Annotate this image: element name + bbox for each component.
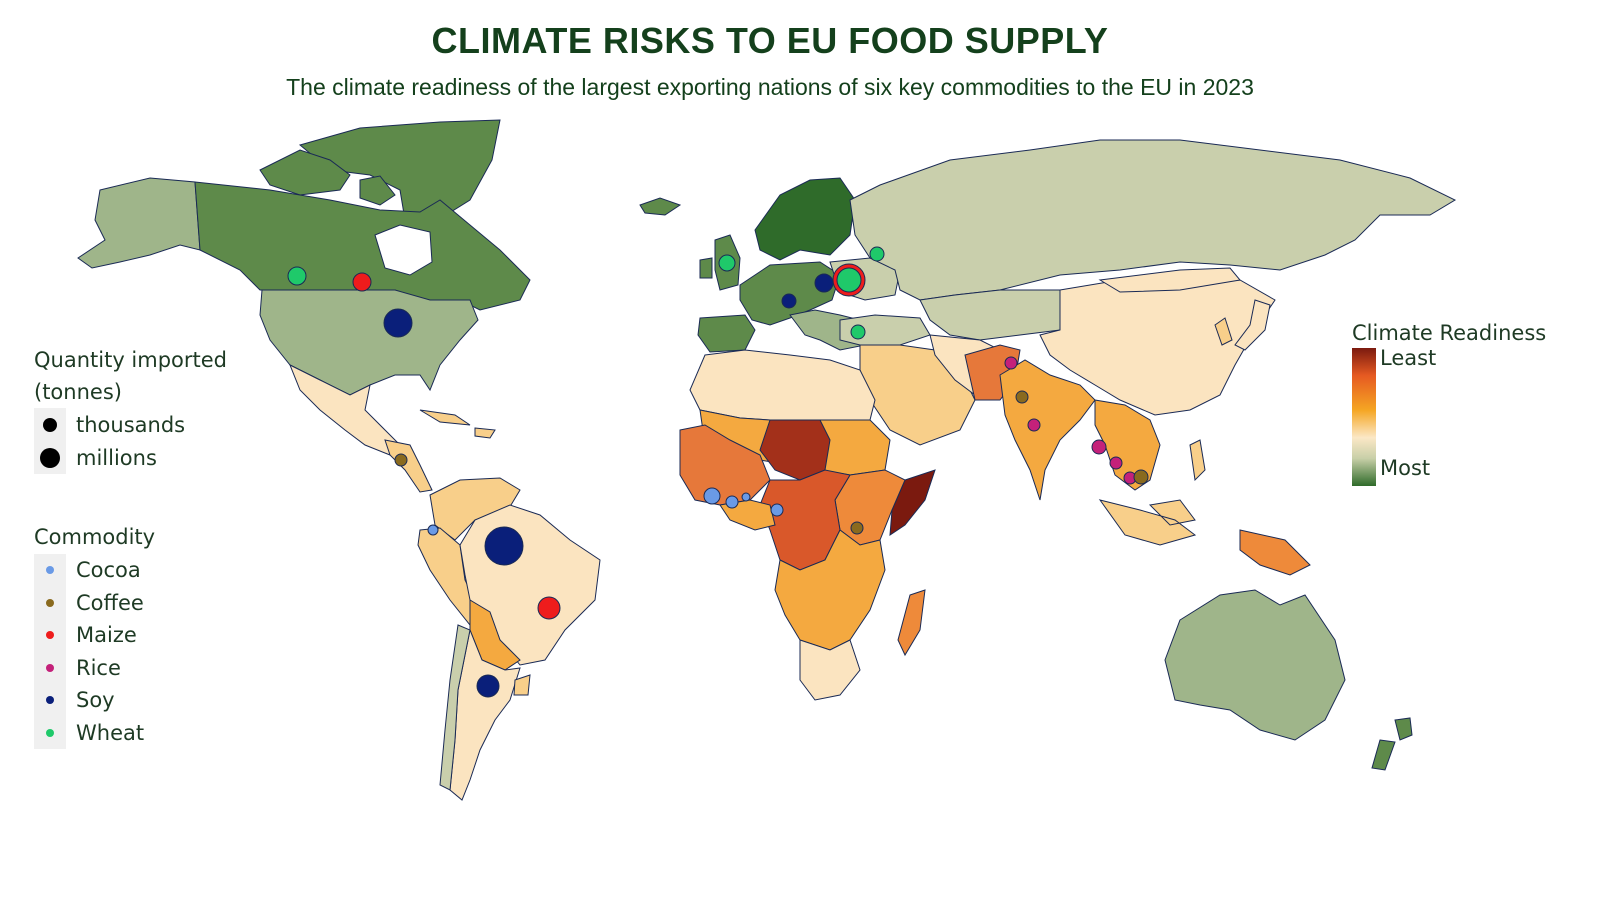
marker-wheat-uk [718, 254, 736, 272]
quantity-legend-heading-line1: Quantity imported [34, 348, 228, 372]
large-dot-icon [40, 447, 60, 468]
soy-dot-icon [46, 696, 54, 705]
commodity-legend-label: Cocoa [76, 558, 141, 583]
marker-soy-ukraine [814, 273, 834, 293]
climate-readiness-heading: Climate Readiness [1352, 321, 1547, 345]
region-india [999, 359, 1096, 501]
region-papua [1239, 529, 1311, 576]
marker-soy-usa [383, 308, 413, 338]
marker-coffee-central-america [394, 453, 408, 467]
region-iberia [697, 314, 756, 353]
marker-wheat-turkey [850, 324, 866, 340]
region-arctic-islands [259, 149, 396, 206]
marker-maize-canada [352, 272, 372, 292]
region-madagascar [897, 589, 926, 657]
marker-cocoa-ecuador [427, 524, 439, 536]
marker-rice-india [1027, 418, 1041, 432]
coffee-dot-icon [46, 598, 54, 607]
commodity-legend-item: Cocoa [34, 554, 155, 587]
region-north-africa [689, 349, 876, 421]
commodity-legend-item: Wheat [34, 716, 155, 749]
map-title: CLIMATE RISKS TO EU FOOD SUPPLY [431, 20, 1109, 61]
wheat-dot-icon [46, 728, 54, 737]
commodity-legend-label: Rice [76, 655, 121, 680]
region-southern-africa [774, 529, 886, 651]
climate-readiness-legend: Climate Readiness Least Most [1352, 318, 1547, 486]
marker-coffee-uganda [850, 521, 864, 535]
commodity-legend: Commodity Cocoa Coffee Maize Rice Soy Wh… [34, 520, 155, 749]
marker-rice-pakistan [1004, 356, 1018, 370]
commodity-legend-label: Coffee [76, 590, 144, 615]
commodity-legend-label: Maize [76, 623, 137, 648]
region-central-america [384, 439, 433, 493]
marker-wheat-russia [869, 246, 885, 262]
region-canada [194, 181, 531, 311]
commodity-legend-heading: Commodity [34, 525, 156, 549]
quantity-legend-label: millions [76, 445, 157, 470]
region-chile [439, 624, 471, 791]
quantity-legend-heading-line2: (tonnes) [34, 380, 122, 404]
marker-cocoa-ghana [725, 495, 739, 509]
climate-readiness-least-label: Least [1380, 346, 1437, 370]
region-new-zealand [1371, 717, 1413, 771]
marker-soy-brazil [484, 526, 524, 566]
quantity-legend-item-millions: millions [34, 441, 227, 474]
commodity-legend-label: Wheat [76, 720, 145, 745]
commodity-legend-item: Coffee [34, 586, 155, 619]
region-mongolia [1098, 267, 1241, 293]
marker-cocoa-cameroon [770, 503, 784, 517]
region-southeast-asia [1094, 399, 1161, 491]
rice-dot-icon [46, 663, 54, 672]
region-indonesia [1098, 499, 1197, 546]
commodity-legend-item: Soy [34, 684, 155, 717]
region-chad [759, 419, 831, 481]
marker-soy-croatia [781, 293, 797, 309]
map-subtitle: The climate readiness of the largest exp… [286, 74, 1254, 100]
region-caribbean [419, 409, 496, 439]
region-iceland [639, 197, 682, 216]
marker-maize-brazil [537, 596, 561, 620]
quantity-legend-label: thousands [76, 412, 186, 437]
climate-readiness-most-label: Most [1380, 456, 1431, 480]
commodity-legend-label: Soy [76, 688, 115, 713]
maize-dot-icon [46, 631, 54, 640]
region-japan [1234, 299, 1271, 351]
marker-coffee-india [1015, 390, 1029, 404]
marker-rice-myanmar [1091, 439, 1107, 455]
region-russia [849, 139, 1457, 301]
marker-cocoa-ivory-coast [703, 487, 721, 505]
cocoa-dot-icon [46, 566, 54, 575]
marker-wheat-canada [287, 266, 307, 286]
region-south-africa [799, 639, 861, 701]
region-australia [1164, 589, 1346, 741]
marker-rice-thailand [1109, 456, 1123, 470]
marker-cocoa-togo [741, 492, 751, 502]
region-usa [259, 289, 479, 396]
marker-wheat-ukraine [836, 267, 862, 293]
commodity-legend-item: Maize [34, 619, 155, 652]
quantity-legend: Quantity imported (tonnes) thousands mil… [34, 344, 227, 474]
climate-readiness-color-bar [1352, 348, 1376, 486]
commodity-legend-item: Rice [34, 651, 155, 684]
region-korea [1214, 317, 1233, 346]
marker-coffee-vietnam [1133, 469, 1149, 485]
small-dot-icon [43, 417, 57, 432]
marker-soy-argentina [476, 674, 500, 698]
quantity-legend-item-thousands: thousands [34, 408, 227, 441]
region-west-africa [679, 424, 771, 506]
region-western-europe [739, 261, 841, 326]
region-alaska [77, 177, 201, 269]
region-scandinavia [754, 177, 856, 261]
